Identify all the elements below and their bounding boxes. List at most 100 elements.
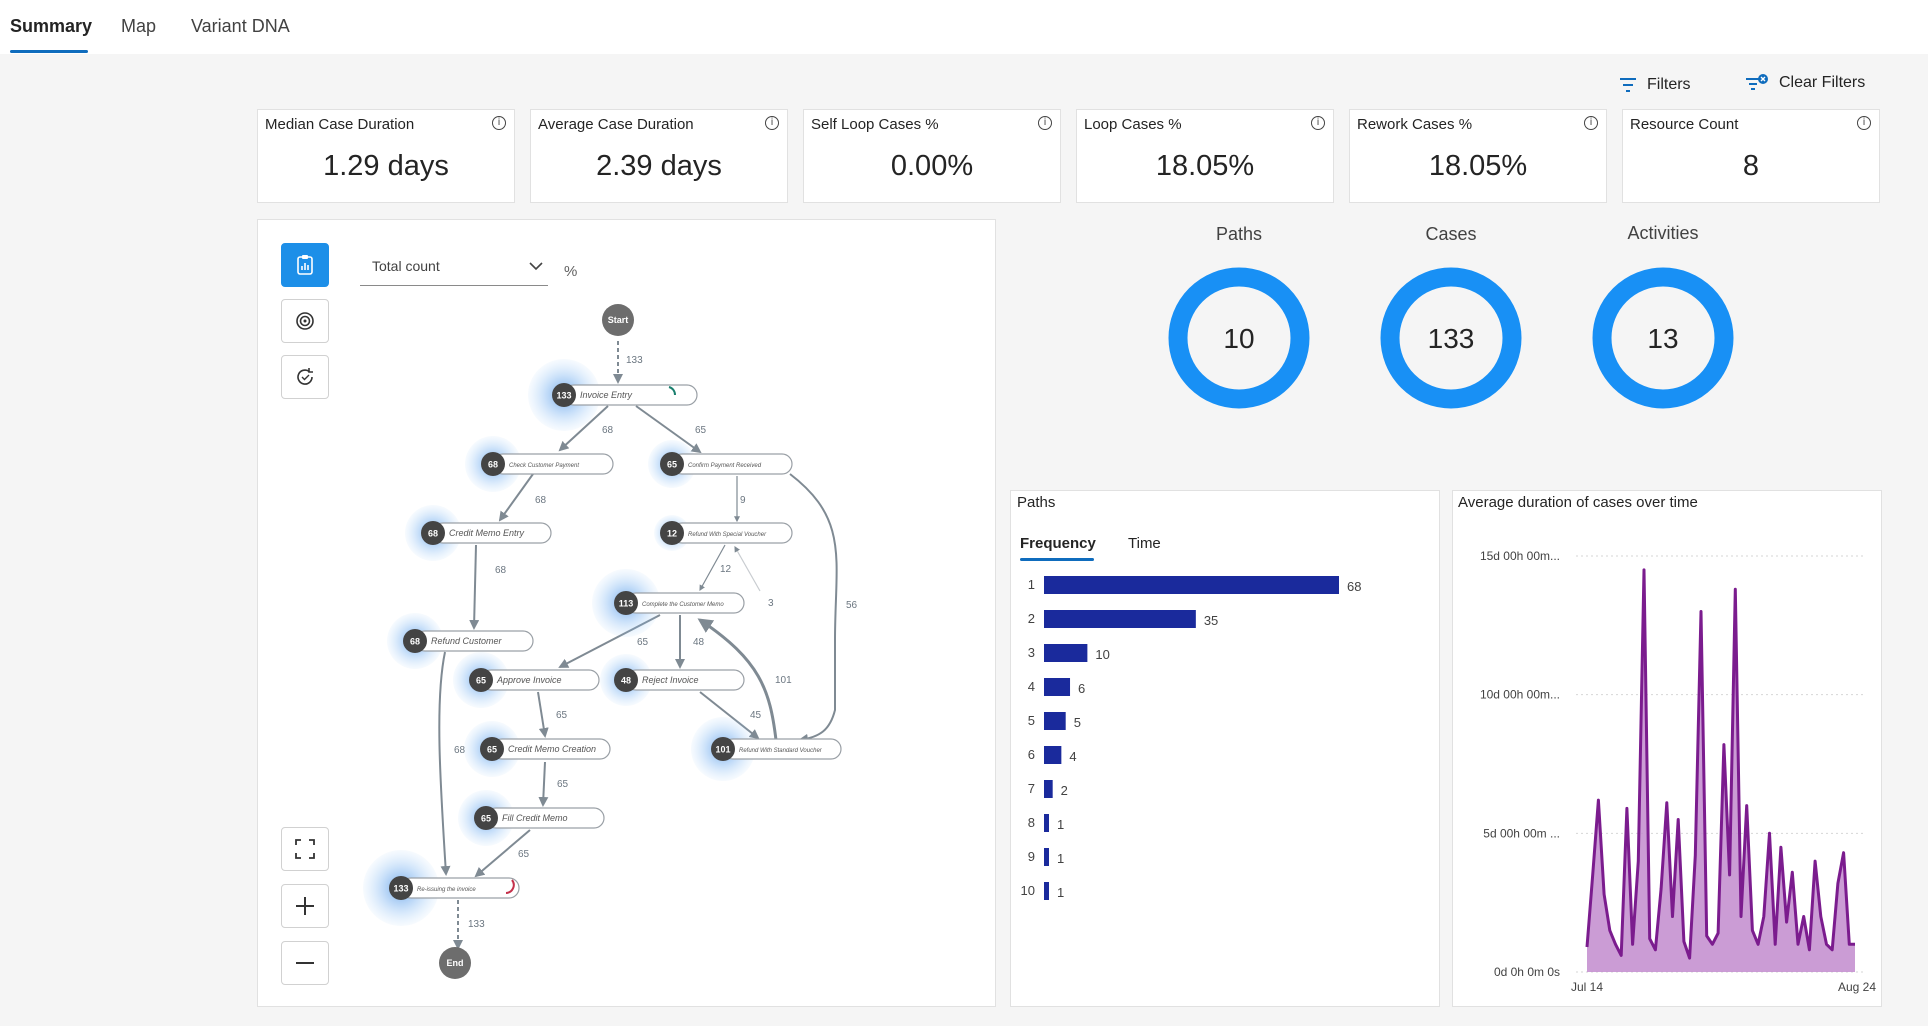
tab-map[interactable]: Map — [121, 16, 157, 36]
node-count: 65 — [481, 814, 491, 824]
tab-summary[interactable]: Summary — [10, 16, 93, 36]
info-icon[interactable]: i — [1038, 116, 1052, 130]
bar-value-label: 68 — [1347, 579, 1361, 594]
process-edge — [789, 473, 838, 744]
edge-count-label: 45 — [750, 710, 762, 721]
fit-to-screen-button[interactable] — [281, 827, 329, 871]
bar — [1044, 746, 1062, 764]
info-icon[interactable]: i — [765, 116, 779, 130]
metric-dropdown[interactable]: Total count — [360, 254, 548, 286]
node-count-badge — [469, 668, 493, 692]
bar-category-label: 4 — [1028, 679, 1035, 694]
bar-value-label: 6 — [1078, 681, 1085, 696]
kpi-card-median-case-duration: Median Case Duration i 1.29 days — [257, 109, 515, 203]
tab-variant-dna[interactable]: Variant DNA — [191, 16, 290, 36]
activity-label: Credit Memo Entry — [449, 528, 525, 538]
expand-icon — [295, 839, 315, 859]
bar-value-label: 1 — [1057, 885, 1064, 900]
tab-time[interactable]: Time — [1128, 535, 1161, 552]
activities-metric-title: Activities — [1627, 223, 1699, 243]
bar — [1044, 780, 1053, 798]
process-edge — [474, 829, 531, 878]
node-count: 65 — [487, 745, 497, 755]
y-tick-label: 0d 0h 0m 0s — [1494, 965, 1560, 979]
bar-category-label: 2 — [1028, 611, 1035, 626]
bar-category-label: 9 — [1028, 849, 1035, 864]
kpi-value: 18.05% — [1428, 150, 1528, 182]
node-count-badge — [711, 737, 735, 761]
activity-label: Refund Customer — [431, 636, 503, 646]
edge-count-label: 68 — [454, 745, 466, 756]
zoom-in-button[interactable] — [281, 884, 329, 928]
refresh-view-button[interactable] — [281, 355, 329, 399]
paths-frequency-chart: 1 68 2 35 3 10 4 6 5 5 6 4 7 2 8 1 9 1 10 1 — [1021, 576, 1361, 900]
kpi-card-rework-cases: Rework Cases % i 18.05% — [1349, 109, 1607, 203]
process-edge — [438, 651, 451, 876]
edge-count-label: 9 — [740, 495, 746, 506]
paths-metric-title: Paths — [1215, 224, 1263, 244]
edge-count-label: 3 — [768, 598, 774, 609]
donut-value: 10 — [1223, 323, 1254, 354]
process-edge — [469, 544, 480, 630]
activity-label: Invoice Entry — [580, 390, 633, 400]
edge-count-label: 101 — [775, 675, 792, 686]
statistics-view-button[interactable] — [281, 243, 329, 287]
edge-count-label: 68 — [535, 495, 547, 506]
node-count-badge — [660, 452, 684, 476]
node-count: 68 — [428, 529, 438, 539]
node-count-badge — [660, 521, 684, 545]
clear-filters-label: Clear Filters — [1779, 74, 1866, 91]
kpi-value: 8 — [1742, 150, 1760, 182]
activity-label: Fill Credit Memo — [502, 813, 568, 823]
bar-value-label: 1 — [1057, 851, 1064, 866]
kpi-card-loop-cases: Loop Cases % i 18.05% — [1076, 109, 1334, 203]
animation-view-button[interactable] — [281, 299, 329, 343]
clear-filter-icon — [1746, 74, 1768, 90]
process-edge — [498, 473, 534, 522]
paths-donut: 10 — [1168, 267, 1310, 409]
bar — [1044, 848, 1049, 866]
node-count-badge — [481, 452, 505, 476]
node-count: 101 — [715, 745, 730, 755]
activity-label: Reject Invoice — [642, 675, 699, 685]
node-count: 113 — [619, 599, 634, 609]
node-count: 65 — [667, 460, 677, 470]
info-icon[interactable]: i — [1584, 116, 1598, 130]
bar — [1044, 610, 1196, 628]
kpi-label: Loop Cases % — [1084, 116, 1182, 133]
process-map[interactable]: 133 68 65 68 9 68 12 3 56 65 48 101 65 45 65 68 65 133 Sta… — [257, 219, 996, 1007]
node-count: 133 — [393, 884, 408, 894]
frequency-tab-indicator — [1020, 558, 1094, 561]
node-count: 48 — [621, 676, 631, 686]
bar-category-label: 7 — [1028, 781, 1035, 796]
process-edge — [558, 405, 609, 452]
bar — [1044, 712, 1066, 730]
process-edge — [538, 761, 549, 807]
node-count: 68 — [410, 637, 420, 647]
bar-category-label: 5 — [1028, 713, 1035, 728]
percent-toggle[interactable]: % — [564, 263, 578, 280]
edge-count-label: 12 — [720, 564, 732, 575]
cases-metric-title: Cases — [1425, 224, 1477, 244]
kpi-value: 18.05% — [1155, 150, 1255, 182]
node-count-badge — [421, 521, 445, 545]
zoom-out-button[interactable] — [281, 941, 329, 985]
info-icon[interactable]: i — [492, 116, 506, 130]
top-tab-bar: Summary Map Variant DNA — [0, 0, 1928, 54]
start-node — [602, 304, 634, 336]
clear-filters-button[interactable]: Clear Filters — [1745, 74, 1865, 92]
info-icon[interactable]: i — [1311, 116, 1325, 130]
edge-count-label: 65 — [518, 849, 530, 860]
y-tick-label: 10d 00h 00m... — [1480, 688, 1560, 702]
edge-count-label: 56 — [846, 600, 858, 611]
minus-icon — [296, 962, 314, 964]
filter-icon — [1620, 78, 1636, 92]
activities-donut: 13 — [1592, 267, 1734, 409]
filters-button[interactable]: Filters — [1619, 76, 1691, 94]
info-icon[interactable]: i — [1857, 116, 1871, 130]
plus-icon — [296, 897, 314, 915]
kpi-label: Resource Count — [1630, 116, 1739, 133]
start-label: Start — [608, 315, 629, 325]
edge-count-label: 133 — [468, 919, 485, 930]
tab-frequency[interactable]: Frequency — [1020, 535, 1096, 552]
